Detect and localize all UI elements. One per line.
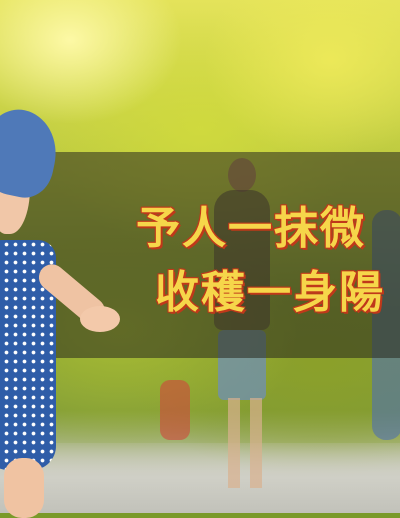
pathway	[0, 443, 400, 513]
caption-line-2: 收穫一身陽	[155, 267, 385, 318]
caption-line-1: 予人一抹微	[136, 203, 366, 254]
caption-text: 予人一抹微 收穫一身陽	[0, 192, 400, 332]
child-leg	[4, 458, 44, 518]
adult-figure-leg	[250, 398, 262, 488]
caption-banner	[0, 152, 400, 358]
adult-figure-leg	[228, 398, 240, 488]
background-child-figure	[160, 380, 190, 440]
child-hand	[80, 306, 120, 332]
